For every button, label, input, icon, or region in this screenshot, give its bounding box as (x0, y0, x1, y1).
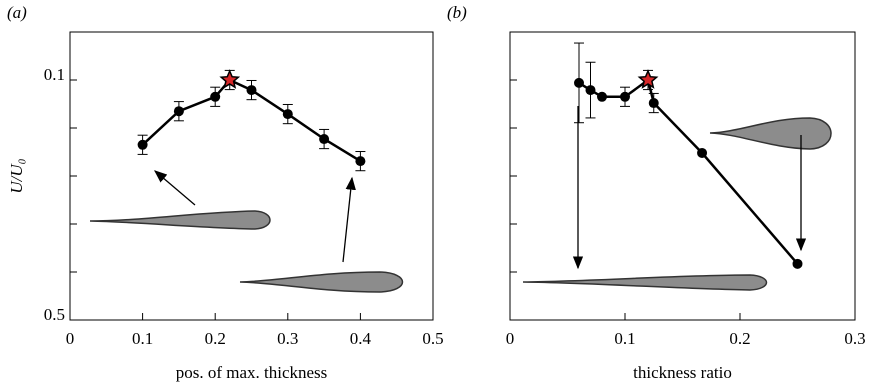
data-point (319, 134, 330, 145)
x-tick-label: 0.4 (350, 329, 372, 348)
decorations (89, 106, 832, 293)
y-tick-label: 0.1 (44, 65, 65, 84)
panel-title: (a) (7, 3, 27, 22)
airfoil (522, 274, 768, 291)
y-tick-label: 0.5 (44, 305, 65, 324)
x-tick-label: 0.2 (729, 329, 750, 348)
airfoil (709, 117, 832, 150)
data-point (210, 91, 221, 102)
arrow (342, 176, 356, 263)
data-point (246, 85, 257, 96)
data-point (137, 139, 148, 150)
x-axis-label: thickness ratio (633, 363, 732, 382)
x-axis-label: pos. of max. thickness (176, 363, 328, 382)
x-tick-label: 0.2 (205, 329, 226, 348)
data-point (792, 258, 803, 269)
arrow (154, 170, 196, 206)
panel-title: (b) (447, 3, 467, 22)
data-point (574, 77, 584, 88)
x-tick-label: 0 (66, 329, 75, 348)
data-point (620, 91, 630, 102)
data-point (597, 91, 607, 102)
x-tick-label: 0.3 (844, 329, 865, 348)
highlight-star (219, 69, 241, 89)
x-tick-label: 0.1 (132, 329, 153, 348)
x-tick-label: 0.5 (422, 329, 443, 348)
series-line (141, 78, 362, 163)
airfoil (89, 210, 271, 230)
data-point (173, 106, 184, 117)
x-tick-label: 0.1 (614, 329, 635, 348)
airfoil (239, 271, 403, 293)
data-point (282, 109, 293, 120)
x-tick-label: 0.3 (277, 329, 298, 348)
data-point (585, 85, 596, 96)
data-point (648, 98, 659, 109)
data-point (355, 156, 366, 167)
highlight-star (637, 69, 659, 89)
y-axis-label: U/U₀ (7, 158, 26, 193)
series-line (578, 77, 799, 265)
x-tick-label: 0 (506, 329, 515, 348)
data-point (697, 147, 708, 158)
